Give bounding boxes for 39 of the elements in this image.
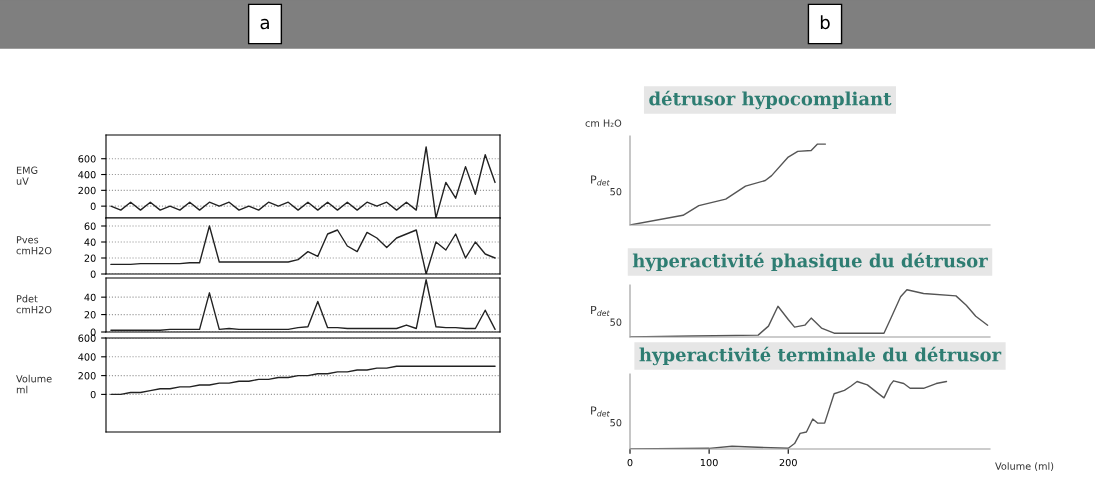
line-series bbox=[110, 146, 496, 218]
y-tick-label: 400 bbox=[78, 171, 96, 179]
y-tick-label: 20 bbox=[84, 254, 96, 262]
y-tick-label: 40 bbox=[84, 238, 96, 246]
y-axis-title: EMG uV bbox=[16, 166, 38, 185]
y-tick-label: 400 bbox=[78, 353, 96, 361]
y-tick-label: 200 bbox=[78, 186, 96, 195]
chart-subtitle: hyperactivité terminale du détrusor bbox=[639, 346, 1002, 366]
y-tick-label: 60 bbox=[84, 222, 96, 230]
y-axis-title: Pves cmH2O bbox=[16, 236, 52, 255]
text: cm H₂O bbox=[585, 119, 622, 127]
y-tick-label: 200 bbox=[78, 372, 96, 380]
chart-subtitle: hyperactivité phasique du détrusor bbox=[632, 252, 988, 272]
x-tick-label: 200 bbox=[779, 458, 797, 467]
text: 50 bbox=[610, 418, 622, 427]
line-series bbox=[110, 225, 496, 274]
line-series bbox=[110, 279, 496, 331]
chart-subtitle: détrusor hypocompliant bbox=[649, 90, 892, 110]
y-axis-title: P$_{det}$ bbox=[591, 406, 610, 417]
x-tick-label: 0 bbox=[627, 458, 633, 467]
text: 50 bbox=[610, 187, 622, 196]
x-tick-label: 100 bbox=[700, 458, 718, 467]
y-tick-label: 600 bbox=[78, 155, 96, 163]
y-tick-label: 0 bbox=[90, 270, 96, 278]
x-axis-title: Volume (ml) bbox=[995, 462, 1054, 471]
y-tick-label: 40 bbox=[84, 293, 96, 301]
line-series bbox=[110, 365, 496, 396]
chart-title: a bbox=[260, 18, 269, 30]
y-tick-label: 0 bbox=[90, 390, 96, 399]
y-axis-title: Pdet cmH2O bbox=[16, 294, 52, 314]
y-axis-title: P$_{det}$ bbox=[591, 305, 610, 316]
y-axis-title: P$_{det}$ bbox=[591, 175, 610, 186]
y-tick-label: 0 bbox=[90, 328, 96, 336]
y-tick-label: 20 bbox=[84, 311, 96, 319]
text: 50 bbox=[610, 318, 622, 326]
y-tick-label: 0 bbox=[90, 202, 96, 210]
y-axis-title: Volume ml bbox=[16, 374, 52, 394]
chart-title: b bbox=[820, 15, 830, 30]
y-tick-label: 600 bbox=[78, 334, 96, 342]
